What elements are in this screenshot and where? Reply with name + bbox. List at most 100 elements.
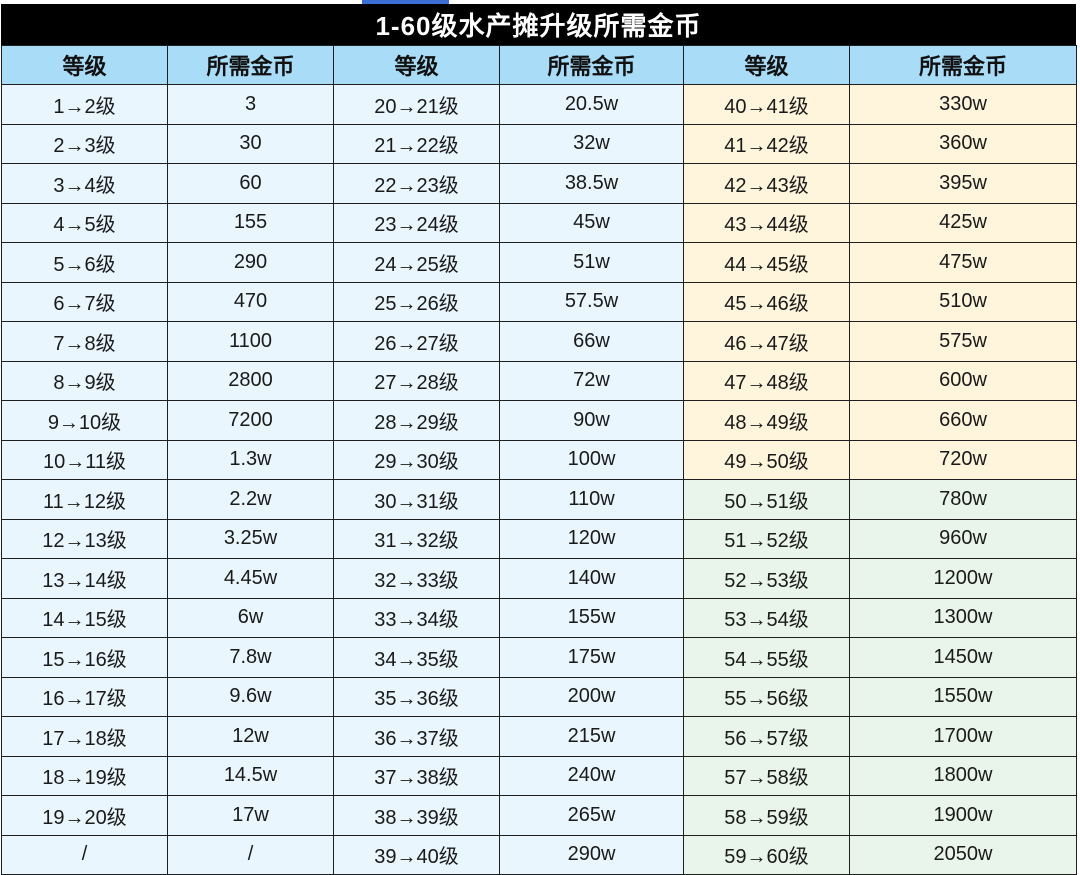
- level-cell: 18→19级: [1, 755, 168, 796]
- level-cell: 48→49级: [683, 400, 850, 441]
- header-level-1: 等级: [1, 45, 168, 85]
- coins-cell: 38.5w: [499, 163, 684, 204]
- coins-cell: 175w: [499, 637, 684, 678]
- coins-cell: 2050w: [849, 834, 1077, 875]
- table-row: 10→11级 1.3w 29→30级 100w 49→50级 720w: [1, 439, 1077, 480]
- coins-cell: 475w: [849, 242, 1077, 283]
- level-cell: 13→14级: [1, 558, 168, 599]
- level-cell: 19→20级: [1, 795, 168, 836]
- level-cell: 24→25级: [333, 242, 500, 283]
- coins-cell: 470: [167, 281, 334, 322]
- coins-cell: 600w: [849, 360, 1077, 401]
- table-row: 4→5级 155 23→24级 45w 43→44级 425w: [1, 202, 1077, 243]
- coins-cell: 120w: [499, 518, 684, 559]
- table-row: 19→20级 17w 38→39级 265w 58→59级 1900w: [1, 795, 1077, 836]
- table-body: 1→2级 3 20→21级 20.5w 40→41级 330w 2→3级 30 21→22级 32…: [1, 84, 1077, 875]
- level-cell: 7→8级: [1, 321, 168, 362]
- header-level-3: 等级: [683, 45, 850, 85]
- level-cell: 14→15级: [1, 597, 168, 638]
- coins-cell: 20.5w: [499, 84, 684, 125]
- coins-cell: 155: [167, 202, 334, 243]
- coins-cell: 3.25w: [167, 518, 334, 559]
- level-cell: 35→36级: [333, 676, 500, 717]
- table-row: 16→17级 9.6w 35→36级 200w 55→56级 1550w: [1, 676, 1077, 717]
- level-cell: 22→23级: [333, 163, 500, 204]
- upgrade-cost-sheet: 1-60级水产摊升级所需金币 等级 所需金币 等级 所需金币 等级 所需金币 1…: [1, 4, 1077, 875]
- coins-cell: 290w: [499, 834, 684, 875]
- level-cell: 59→60级: [683, 834, 850, 875]
- table-row: 9→10级 7200 28→29级 90w 48→49级 660w: [1, 400, 1077, 441]
- level-cell: 23→24级: [333, 202, 500, 243]
- sheet-title: 1-60级水产摊升级所需金币: [1, 4, 1076, 45]
- level-cell: 56→57级: [683, 716, 850, 757]
- level-cell: 46→47级: [683, 321, 850, 362]
- level-cell: 54→55级: [683, 637, 850, 678]
- level-cell: 20→21级: [333, 84, 500, 125]
- table-row: 13→14级 4.45w 32→33级 140w 52→53级 1200w: [1, 558, 1077, 599]
- level-cell: 21→22级: [333, 123, 500, 164]
- coins-cell: 1550w: [849, 676, 1077, 717]
- level-cell: 57→58级: [683, 755, 850, 796]
- table-header: 等级 所需金币 等级 所需金币 等级 所需金币: [1, 45, 1077, 85]
- coins-cell: 66w: [499, 321, 684, 362]
- coins-cell: 140w: [499, 558, 684, 599]
- coins-cell: 100w: [499, 439, 684, 480]
- level-cell: 38→39级: [333, 795, 500, 836]
- table-row: 8→9级 2800 27→28级 72w 47→48级 600w: [1, 360, 1077, 401]
- level-cell: 39→40级: [333, 834, 500, 875]
- coins-cell: 215w: [499, 716, 684, 757]
- coins-cell: 51w: [499, 242, 684, 283]
- coins-cell: 12w: [167, 716, 334, 757]
- level-cell: 3→4级: [1, 163, 168, 204]
- level-cell: 8→9级: [1, 360, 168, 401]
- table-row: 18→19级 14.5w 37→38级 240w 57→58级 1800w: [1, 755, 1077, 796]
- level-cell: 1→2级: [1, 84, 168, 125]
- level-cell: 29→30级: [333, 439, 500, 480]
- coins-cell: 9.6w: [167, 676, 334, 717]
- level-cell: 27→28级: [333, 360, 500, 401]
- table-row: 12→13级 3.25w 31→32级 120w 51→52级 960w: [1, 518, 1077, 559]
- coins-cell: 1800w: [849, 755, 1077, 796]
- level-cell: 47→48级: [683, 360, 850, 401]
- coins-cell: 395w: [849, 163, 1077, 204]
- coins-cell: 17w: [167, 795, 334, 836]
- level-cell: 12→13级: [1, 518, 168, 559]
- coins-cell: 4.45w: [167, 558, 334, 599]
- header-level-2: 等级: [333, 45, 500, 85]
- level-cell: 44→45级: [683, 242, 850, 283]
- table-row: 1→2级 3 20→21级 20.5w 40→41级 330w: [1, 84, 1077, 125]
- coins-cell: 1700w: [849, 716, 1077, 757]
- table-row: 6→7级 470 25→26级 57.5w 45→46级 510w: [1, 281, 1077, 322]
- header-row: 等级 所需金币 等级 所需金币 等级 所需金币: [1, 45, 1077, 85]
- selection-accent-bar: [362, 0, 449, 4]
- coins-cell: 6w: [167, 597, 334, 638]
- level-cell: 58→59级: [683, 795, 850, 836]
- coins-cell: 57.5w: [499, 281, 684, 322]
- coins-cell: 360w: [849, 123, 1077, 164]
- coins-cell: 575w: [849, 321, 1077, 362]
- coins-cell: 290: [167, 242, 334, 283]
- level-cell: 55→56级: [683, 676, 850, 717]
- coins-cell: 32w: [499, 123, 684, 164]
- coins-cell: 90w: [499, 400, 684, 441]
- level-cell: 28→29级: [333, 400, 500, 441]
- level-cell: 10→11级: [1, 439, 168, 480]
- level-cell: 53→54级: [683, 597, 850, 638]
- coins-cell: 240w: [499, 755, 684, 796]
- level-cell: 42→43级: [683, 163, 850, 204]
- coins-cell: 1200w: [849, 558, 1077, 599]
- level-cell: 40→41级: [683, 84, 850, 125]
- level-cell: 26→27级: [333, 321, 500, 362]
- coins-cell: /: [167, 834, 334, 875]
- coins-cell: 60: [167, 163, 334, 204]
- table-row: 5→6级 290 24→25级 51w 44→45级 475w: [1, 242, 1077, 283]
- header-coins-2: 所需金币: [499, 45, 684, 85]
- coins-cell: 7.8w: [167, 637, 334, 678]
- level-cell: 49→50级: [683, 439, 850, 480]
- coins-cell: 1.3w: [167, 439, 334, 480]
- coins-cell: 780w: [849, 479, 1077, 520]
- table-row: 17→18级 12w 36→37级 215w 56→57级 1700w: [1, 716, 1077, 757]
- level-cell: 16→17级: [1, 676, 168, 717]
- level-cell: 6→7级: [1, 281, 168, 322]
- coins-cell: 660w: [849, 400, 1077, 441]
